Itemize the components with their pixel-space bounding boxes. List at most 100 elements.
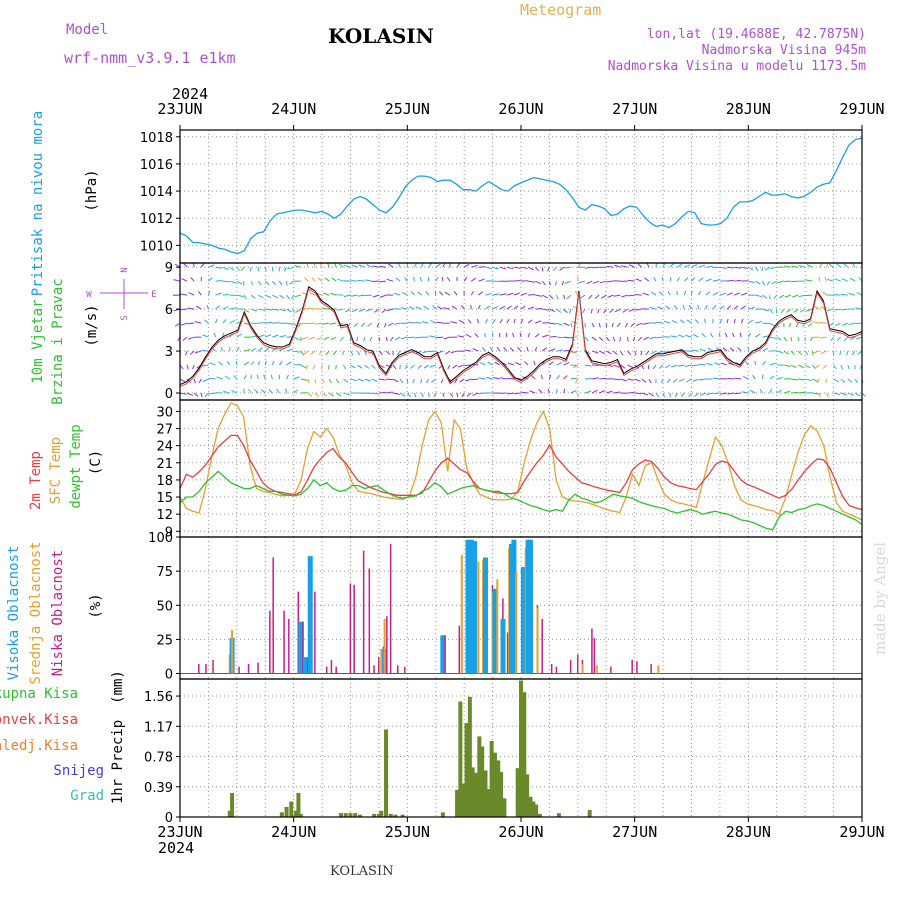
wind-barb [293,389,299,394]
wind-barb [396,350,401,356]
y-tick-label: 24 [156,440,173,455]
wind-barb [790,364,797,369]
wind-barb [308,336,316,340]
wind-barb [342,364,347,370]
wind-barb [328,392,334,397]
wind-barb [466,392,472,397]
wind-barb [334,262,337,268]
wind-barb [412,378,415,384]
wind-barb [826,262,829,268]
wind-barb [786,308,792,313]
x-tick-label-bottom: 23JUN [157,823,202,841]
wind-barb [549,361,554,366]
wind-barb [472,392,479,396]
wind-barb [783,364,791,367]
wind-barb [664,364,671,369]
cloud-bar-mid [496,579,499,674]
wind-barb [541,280,546,286]
wind-barb [552,266,557,272]
wind-barb [316,336,323,341]
wind-barb [706,392,713,396]
wind-barb [435,336,443,339]
wind-barb [834,278,841,282]
wind-barb [697,304,700,310]
wind-barb [598,336,604,341]
y-tick-label: 1.56 [144,690,173,705]
wind-barb [727,392,735,395]
wind-barb [421,392,424,398]
wind-barb [549,322,557,325]
wind-barb [478,392,486,395]
precip-bar-total [502,798,507,817]
wind-barb [591,336,597,341]
precip-bar-total [528,796,533,817]
wind-barb [451,305,458,310]
wind-barb [556,388,558,394]
wind-barb [399,392,406,397]
wind-barb [306,262,309,268]
wind-barb [479,361,486,366]
precip-bar-total [467,696,472,817]
cloud-bar-low [368,568,371,674]
wind-barb [379,294,387,298]
wind-barb [818,263,823,268]
cloud-bar-low [610,666,612,674]
wind-barb [662,262,666,268]
wind-barb [309,292,316,296]
wind-barb [258,322,266,324]
wind-barb [826,392,829,398]
wind-barb [798,265,806,268]
wind-barb [656,321,664,324]
wind-barb [776,377,784,380]
wind-barb [833,392,841,395]
wind-barb [699,392,706,396]
y-tick-label: 0.78 [144,751,173,766]
wind-barb [804,364,811,369]
wind-barb [628,308,635,312]
y-tick-label: 9 [165,525,173,540]
cloud-bar-low [257,662,259,674]
wind-barb [726,318,729,324]
wind-barb [294,294,301,298]
precip-bar-total [587,810,592,817]
wind-barb [566,294,572,300]
y-tick-label: 0 [165,387,173,402]
wind-barb [627,350,632,356]
wind-barb [584,336,589,342]
mid-cloud-axis-label: Srednja Oblacnost [28,541,44,684]
watermark: made by Angel [871,542,889,655]
x-tick-label-bottom: 24JUN [271,823,316,841]
wind-barb [204,392,209,397]
wind-barb [762,360,766,366]
wind-barb [627,378,635,381]
wind-barb [584,364,592,367]
wind-barb [737,347,742,352]
wind-barb [645,350,650,356]
wind-barb [570,390,577,394]
wind-barb [506,377,514,380]
wind-barb [698,378,706,381]
wind-barb [719,305,725,310]
wind-barb [406,392,411,398]
wind-barb [513,305,519,310]
wind-barb [364,364,370,369]
wind-barb [646,262,650,268]
wind-barb [474,333,479,338]
wind-barb [556,349,564,352]
y-tick-label: 1010 [140,239,173,254]
cloud-bar-mid [460,554,463,674]
wind-barb [686,378,692,383]
wind-barb [324,277,330,282]
wind-barb [200,392,203,398]
wind-barb [727,377,735,380]
wind-barb [379,265,387,268]
wind-barb [582,308,586,314]
wind-barb [856,291,863,296]
wind-barb [822,291,827,296]
wind-barb [827,278,834,282]
wind-barb [279,294,285,299]
wind-barb [173,279,181,282]
wind-barb [388,263,394,268]
wind-barb [605,336,610,342]
cloud-bar-mid [657,665,660,674]
